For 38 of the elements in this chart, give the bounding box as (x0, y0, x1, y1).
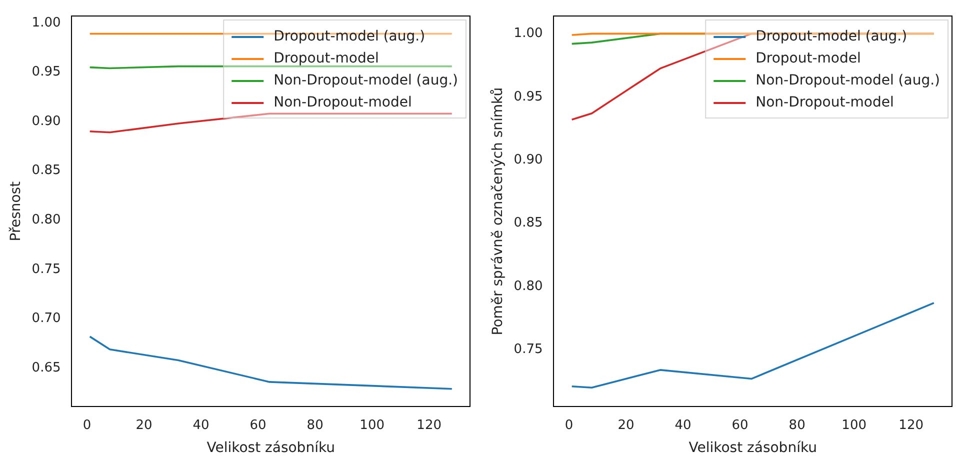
y-tick-label: 0.75 (32, 262, 61, 277)
x-tick-label: 80 (788, 418, 806, 433)
legend-label: Dropout-model (756, 50, 861, 67)
legend-label: Non-Dropout-model (aug.) (274, 72, 458, 89)
x-tick-label: 0 (82, 418, 92, 433)
y-tick-label: 0.95 (32, 64, 61, 80)
y-tick-label: 0.95 (514, 89, 543, 104)
x-tick-label: 60 (250, 418, 266, 433)
x-axis-title: Velikost zásobníku (688, 440, 818, 456)
y-tick-label: 1.00 (32, 15, 61, 30)
y-tick-label: 0.85 (514, 216, 543, 231)
legend-label: Non-Dropout-model (aug.) (756, 72, 940, 89)
x-tick-label: 40 (192, 418, 210, 433)
y-tick-label: 0.75 (514, 342, 543, 358)
y-tick-label: 0.90 (514, 152, 543, 168)
x-tick-label: 100 (842, 418, 866, 433)
y-tick-label: 0.85 (32, 163, 61, 178)
y-tick-label: 0.80 (514, 278, 543, 294)
x-tick-label: 100 (360, 418, 384, 433)
x-tick-label: 20 (618, 418, 634, 433)
y-axis-title: Poměr správně označených snímků (490, 87, 506, 336)
legend-label: Dropout-model (274, 50, 379, 67)
y-axis-title: Přesnost (8, 180, 24, 242)
x-axis-title: Velikost zásobníku (206, 440, 336, 456)
y-tick-label: 1.00 (514, 26, 543, 42)
x-tick-label: 120 (898, 418, 924, 433)
x-tick-label: 60 (732, 418, 748, 433)
legend-label: Non-Dropout-model (756, 94, 894, 111)
x-tick-label: 0 (564, 418, 574, 433)
legend-label: Non-Dropout-model (274, 94, 412, 111)
y-tick-label: 0.80 (32, 212, 61, 228)
y-tick-label: 0.90 (32, 114, 61, 129)
x-tick-label: 120 (416, 418, 442, 433)
y-tick-label: 0.70 (32, 311, 61, 326)
x-tick-label: 40 (674, 418, 692, 433)
x-tick-label: 20 (136, 418, 152, 433)
y-tick-label: 0.65 (32, 360, 61, 376)
x-tick-label: 80 (306, 418, 324, 433)
